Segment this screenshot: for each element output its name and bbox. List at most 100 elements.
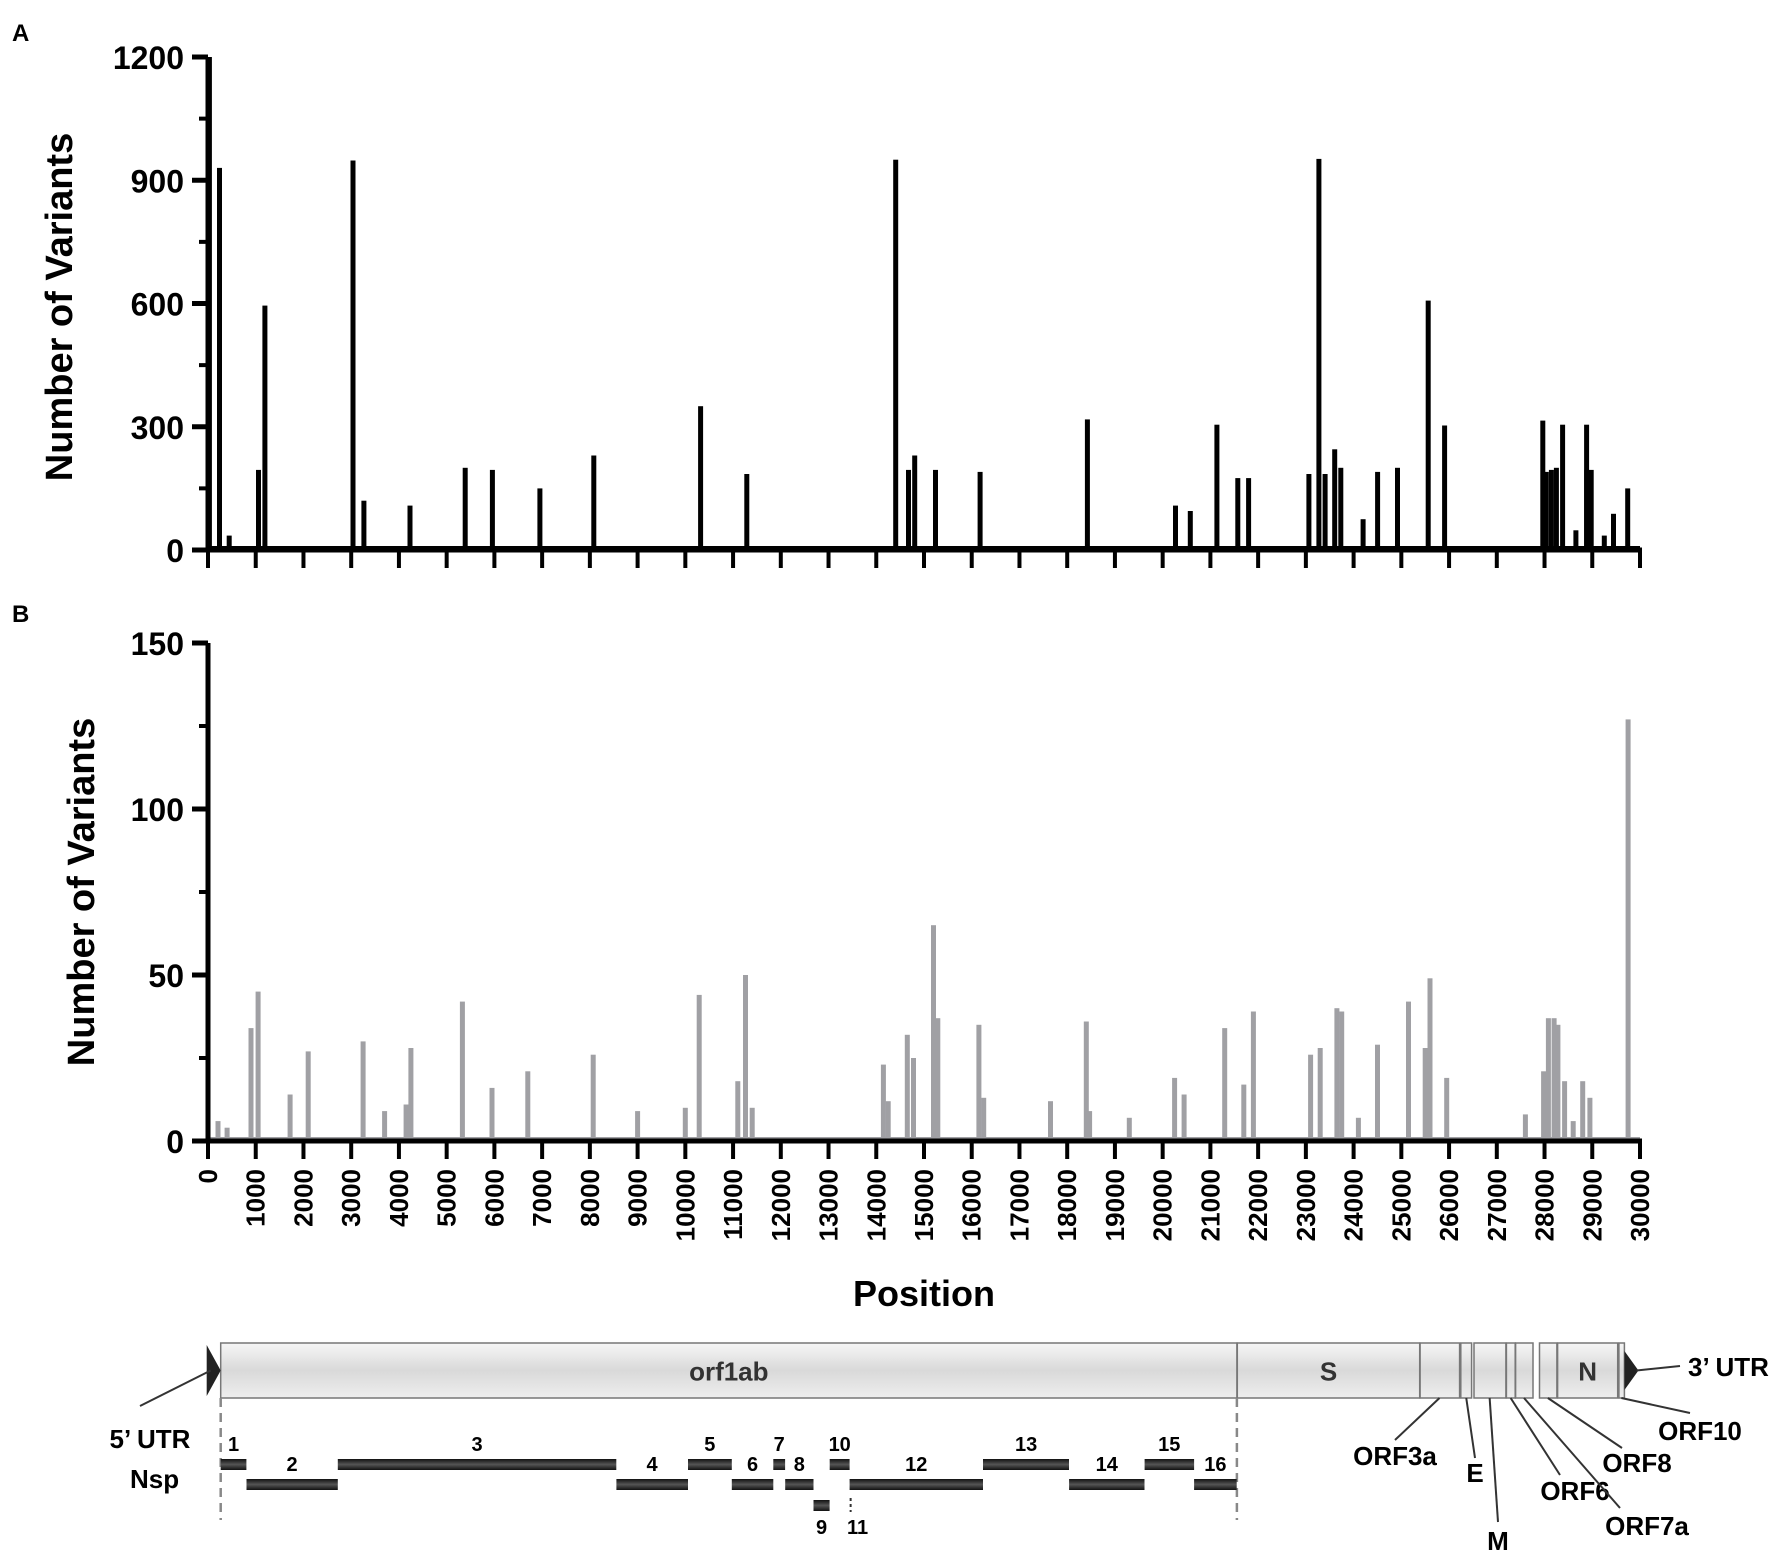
gene-box: [1419, 1342, 1461, 1399]
panel-b-x-tick-label: 27000: [1482, 1169, 1512, 1241]
panel-b-bar: [1375, 1044, 1380, 1141]
panel-b-x-tick-label: 26000: [1434, 1169, 1464, 1241]
panel-b-x-tick-label: 25000: [1386, 1169, 1416, 1241]
panel-b-bar: [1317, 1048, 1323, 1141]
panel-b-bar: [1545, 1018, 1551, 1141]
panel-a-bar: [1246, 478, 1252, 550]
panel-a-bar: [1173, 505, 1178, 550]
nsp-bar-label: 12: [905, 1454, 927, 1476]
panel-a-bar: [361, 500, 367, 550]
panel-b-x-tick-label: 23000: [1291, 1169, 1321, 1241]
panel-b-bar: [1625, 719, 1631, 1141]
panel-b-y-tick-label: 50: [148, 958, 184, 994]
gene-callout-label: E: [1466, 1458, 1483, 1488]
panel-b-x-tick-label: 5000: [432, 1169, 462, 1227]
panel-b-bar: [743, 975, 748, 1141]
panel-b-bar: [360, 1041, 366, 1141]
nsp-bar: [616, 1479, 688, 1490]
panel-b-x-tick-label: 2000: [288, 1169, 318, 1227]
nsp-bar: [220, 1459, 247, 1470]
panel-a-bar: [977, 471, 983, 550]
panel-b-bar: [1250, 1011, 1256, 1141]
nsp-bar: [849, 1479, 983, 1490]
gene-label: N: [1578, 1357, 1597, 1387]
nsp-label: Nsp: [130, 1464, 179, 1494]
panel-a-bar: [1187, 511, 1193, 550]
panel-b-bar: [590, 1054, 596, 1141]
panel-b-x-tick-label: 9000: [623, 1169, 653, 1227]
panel-b-bar: [1580, 1081, 1586, 1141]
panel-b-bar: [1444, 1077, 1450, 1141]
panel-b-bar: [682, 1107, 688, 1141]
nsp-bar: [337, 1459, 617, 1470]
panel-a-bar: [591, 455, 597, 550]
panel-b-bar: [1355, 1117, 1361, 1141]
panel-b-bar: [459, 1001, 465, 1141]
panel-b-bar: [1541, 1071, 1547, 1141]
panel-a-y-tick-label: 300: [131, 410, 184, 446]
utr3-arrowhead: [1624, 1351, 1639, 1390]
panel-b-bar: [1048, 1101, 1053, 1141]
gene-box: [1556, 1342, 1619, 1399]
panel-a-bar: [698, 406, 704, 550]
panel-b-x-tick-label: 22000: [1243, 1169, 1273, 1241]
panel-a-bar: [462, 467, 468, 550]
panel-a-y-tick-label: 1200: [113, 40, 184, 76]
panel-a-bar: [1375, 471, 1381, 550]
nsp-bar: [731, 1479, 774, 1490]
panel-a-bar: [1584, 469, 1590, 550]
gene-callout-label: ORF6: [1540, 1476, 1609, 1506]
panel-b-bar: [248, 1028, 254, 1141]
panel-a-bar: [933, 469, 938, 550]
panel-b-bar: [696, 994, 702, 1141]
utr5-leader: [139, 1369, 212, 1407]
nsp-bar: [1194, 1479, 1237, 1490]
panel-b-x-tick-label: 11000: [718, 1169, 748, 1240]
panel-b-y-tick-label: 0: [166, 1124, 184, 1160]
panel-a-bar: [489, 469, 495, 550]
panel-b-x-tick-label: 0: [193, 1169, 223, 1183]
panel-b-x-tick-label: 14000: [861, 1169, 891, 1241]
nsp-bar: [1144, 1459, 1195, 1470]
nsp-bar-label: 3: [472, 1434, 483, 1456]
panel-a-bar: [744, 474, 750, 550]
panel-b-bar: [1308, 1054, 1314, 1141]
panel-b-bar: [735, 1081, 741, 1141]
panel-b-x-tick-label: 20000: [1148, 1169, 1178, 1241]
panel-a-axes: 0 300 600 900 1200: [113, 40, 1642, 569]
panel-b-bar: [1427, 978, 1433, 1141]
panel-b-bar: [224, 1127, 230, 1141]
nsp-bar-label: 6: [747, 1454, 758, 1476]
panel-b-x-tick-label: 8000: [575, 1169, 605, 1227]
panel-a-bar: [217, 167, 222, 550]
panel-b-bar: [976, 1024, 982, 1141]
nsp-bar-label: 13: [1015, 1434, 1037, 1456]
panel-b-label: B: [12, 601, 29, 628]
panel-b-bar: [1570, 1121, 1576, 1141]
panel-a-bar: [893, 159, 899, 550]
panel-a-bar: [1306, 474, 1312, 550]
panel-b-bar: [981, 1097, 987, 1141]
panel-a-bar: [1553, 467, 1559, 550]
panel-b-bar: [287, 1094, 293, 1141]
panel-b-x-tick-label: 4000: [384, 1169, 414, 1227]
gene-callout-line: [1488, 1397, 1499, 1523]
panel-b-bar: [911, 1058, 916, 1141]
panel-b-x-tick-label: 10000: [670, 1169, 700, 1241]
gene-box: [1618, 1342, 1626, 1399]
panel-a-bar: [1611, 513, 1616, 550]
panel-a-bar: [1625, 488, 1631, 550]
gene-box: [1460, 1342, 1473, 1399]
panel-b-x-tick-label: 28000: [1530, 1169, 1560, 1241]
panel-a-bar: [262, 305, 268, 550]
panel-a-bar: [537, 488, 543, 550]
panel-b-x-tick-label: 7000: [527, 1169, 557, 1227]
panel-b-bar: [880, 1064, 886, 1141]
panel-a-bar: [1395, 467, 1400, 550]
gene-callout-line: [1509, 1397, 1561, 1476]
gene-box: [1514, 1342, 1534, 1399]
gene-callout-line: [1523, 1397, 1621, 1509]
gene-box: [1538, 1342, 1558, 1399]
panel-b: B Number of Variants 0 50 100 150 0 1000 2000 3…: [12, 601, 1655, 1314]
panel-b-bars: [208, 719, 1640, 1141]
